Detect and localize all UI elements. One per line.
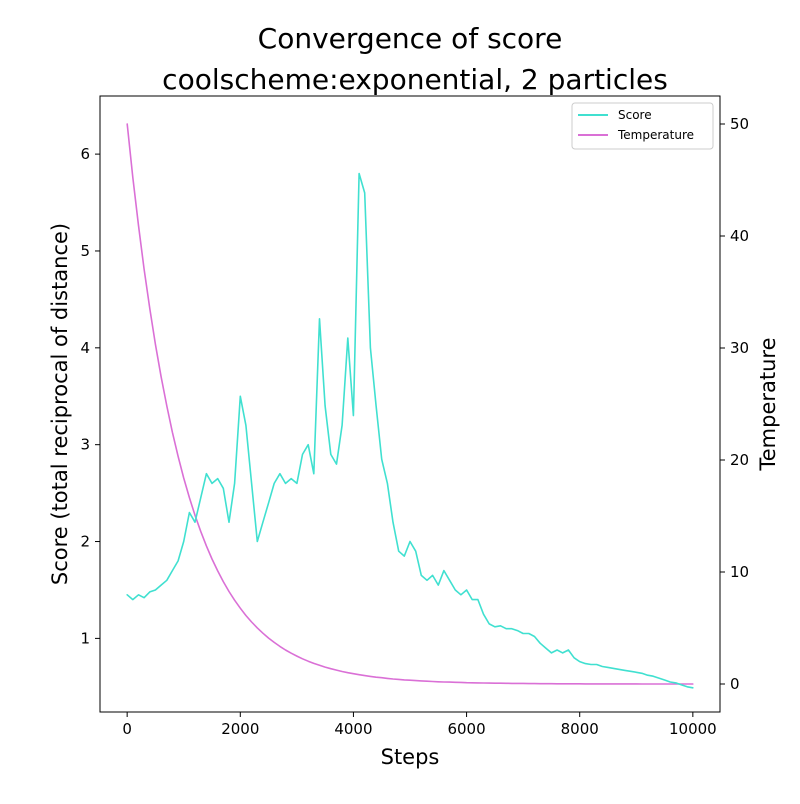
left-y-tick-label: 6 [80, 145, 90, 163]
x-tick-label: 4000 [334, 720, 372, 738]
right-y-tick-label: 30 [730, 339, 749, 357]
right-y-axis-label: Temperature [756, 337, 780, 471]
legend-temperature-label: Temperature [617, 128, 694, 142]
right-y-axis-ticks: 0 10 20 30 40 50 [720, 115, 749, 693]
right-y-tick-label: 20 [730, 451, 749, 469]
x-axis-ticks: 0 2000 4000 6000 8000 10000 [122, 712, 717, 738]
chart-title-line-1: Convergence of score [258, 22, 563, 55]
plot-area-frame [99, 95, 721, 713]
x-tick-label: 10000 [669, 720, 717, 738]
left-y-tick-label: 2 [80, 533, 90, 551]
right-y-tick-label: 0 [730, 675, 740, 693]
score-series-line [126, 172, 694, 689]
left-y-tick-label: 5 [80, 242, 90, 260]
chart-title-line-2: coolscheme:exponential, 2 particles [162, 63, 668, 96]
temperature-series-line [126, 123, 694, 685]
right-y-tick-label: 10 [730, 563, 749, 581]
left-y-tick-label: 3 [80, 436, 90, 454]
right-y-tick-label: 50 [730, 115, 749, 133]
legend: Score Temperature [571, 102, 714, 150]
left-y-tick-label: 1 [80, 629, 90, 647]
left-y-axis-label: Score (total reciprocal of distance) [48, 223, 72, 585]
x-tick-label: 6000 [447, 720, 485, 738]
x-tick-label: 8000 [561, 720, 599, 738]
x-tick-label: 0 [122, 720, 132, 738]
series-layer [126, 123, 694, 689]
left-y-tick-label: 4 [80, 339, 90, 357]
x-tick-label: 2000 [221, 720, 259, 738]
right-y-tick-label: 40 [730, 227, 749, 245]
legend-score-label: Score [618, 108, 652, 122]
left-y-axis-ticks: 1 2 3 4 5 6 [80, 145, 100, 647]
x-axis-label: Steps [381, 745, 440, 769]
